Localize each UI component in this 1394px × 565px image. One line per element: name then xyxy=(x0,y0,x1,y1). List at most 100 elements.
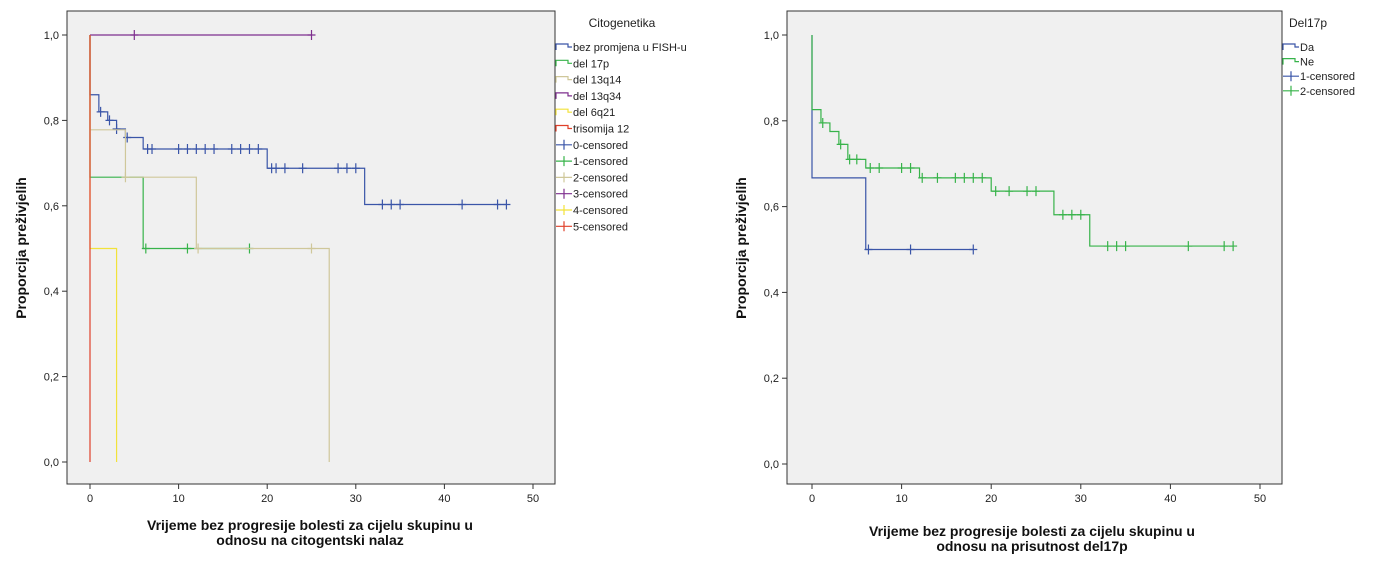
legend-label: del 13q34 xyxy=(573,91,621,103)
legend-label: del 6q21 xyxy=(573,107,615,119)
censor-mark xyxy=(458,199,467,210)
y-axis-title: Proporcija preživjelih xyxy=(13,177,29,319)
legend-swatch xyxy=(555,92,572,99)
chart-panel-2: 0 10 20 30 40 50 0,0 0,2 0,4 0,6 0,8 1,0 Proporcija … xyxy=(733,10,1355,554)
legend: Del17p Da Ne 1-censored 2-censored xyxy=(1282,16,1355,98)
censor-mark xyxy=(933,172,942,183)
y-tick-label: 0,2 xyxy=(764,373,779,385)
x-tick-label: 0 xyxy=(809,493,815,505)
legend-label: 5-censored xyxy=(573,221,628,233)
y-tick-label: 0,0 xyxy=(764,459,779,471)
censor-mark xyxy=(991,186,1000,197)
censor-mark xyxy=(493,199,502,210)
legend-label: bez promjena u FISH-u xyxy=(573,42,687,54)
censor-mark xyxy=(1023,186,1032,197)
censor-mark xyxy=(1058,209,1067,220)
censor-mark xyxy=(112,123,121,134)
censor-mark xyxy=(1220,241,1229,252)
censor-mark xyxy=(334,163,343,174)
censor-mark xyxy=(141,243,150,254)
censor-mark xyxy=(978,172,987,183)
legend-title: Del17p xyxy=(1289,16,1327,30)
plot-area xyxy=(786,10,1283,485)
censor-mark xyxy=(852,154,861,165)
legend-label: 0-censored xyxy=(573,140,628,152)
censor-mark xyxy=(875,162,884,173)
censor-mark xyxy=(918,172,927,183)
censor-mark xyxy=(845,154,854,165)
censor-mark xyxy=(280,163,289,174)
censor-mark xyxy=(960,172,969,183)
censor-mark xyxy=(227,144,236,155)
censor-mark xyxy=(1076,209,1085,220)
censor-mark xyxy=(148,144,157,155)
legend-swatch xyxy=(555,43,572,50)
censor-mark xyxy=(351,163,360,174)
censor-mark xyxy=(866,162,875,173)
censor-mark xyxy=(387,199,396,210)
y-tick-label: 0,2 xyxy=(44,372,59,384)
x-tick-label: 40 xyxy=(438,493,450,505)
y-tick-label: 1,0 xyxy=(44,30,59,42)
censor-mark xyxy=(906,244,915,255)
legend-label: del 17p xyxy=(573,58,609,70)
censor-mark xyxy=(1005,186,1014,197)
censor-mark xyxy=(254,144,263,155)
legend-label: Ne xyxy=(1300,57,1314,69)
legend-label: 1-censored xyxy=(573,156,628,168)
y-tick-label: 0,8 xyxy=(764,116,779,128)
censor-mark xyxy=(210,144,219,155)
y-tick-label: 0,0 xyxy=(44,457,59,469)
legend-title: Citogenetika xyxy=(589,16,656,30)
censor-mark xyxy=(236,144,245,155)
censor-mark xyxy=(105,115,114,126)
censor-mark xyxy=(864,244,873,255)
censor-mark xyxy=(1067,209,1076,220)
x-tick-label: 30 xyxy=(350,493,362,505)
censor-mark xyxy=(1032,186,1040,197)
censor-mark xyxy=(818,117,827,128)
censor-mark xyxy=(183,243,192,254)
censor-mark xyxy=(194,243,203,254)
censor-mark xyxy=(1229,241,1238,252)
x-tick-label: 20 xyxy=(261,493,273,505)
legend-swatch xyxy=(555,124,572,132)
legend-label: 2-censored xyxy=(1300,86,1355,98)
censor-mark xyxy=(1103,241,1112,252)
legend-swatch xyxy=(1282,58,1299,65)
y-tick-label: 0,8 xyxy=(44,115,59,127)
x-axis-title-line-2: odnosu na citogentski nalaz xyxy=(216,532,403,548)
censor-mark xyxy=(378,199,387,210)
legend-swatch xyxy=(555,59,572,67)
censor-mark xyxy=(1121,241,1130,252)
legend: Citogenetika bez promjena u FISH-u del 17p… xyxy=(555,16,687,233)
series-line-1 xyxy=(811,35,974,251)
chart-panel-1: 0 10 20 30 40 50 0,0 0,2 0,4 0,6 0,8 1,0 Proporcija … xyxy=(13,10,687,548)
legend-swatch xyxy=(556,188,572,199)
y-axis-title: Proporcija preživjelih xyxy=(733,177,749,319)
legend-swatch xyxy=(556,221,572,232)
censor-mark xyxy=(951,172,960,183)
legend-swatch xyxy=(1283,71,1299,82)
censor-mark xyxy=(272,163,281,174)
censor-mark xyxy=(969,244,978,255)
y-tick-label: 0,6 xyxy=(44,201,59,213)
y-tick-label: 0,4 xyxy=(764,287,779,299)
legend-label: trisomija 12 xyxy=(573,124,629,136)
x-tick-label: 10 xyxy=(895,493,907,505)
censor-mark xyxy=(1112,241,1121,252)
legend-label: 4-censored xyxy=(573,205,628,217)
legend-swatch xyxy=(556,205,572,215)
censor-mark xyxy=(130,30,139,40)
y-tick-label: 1,0 xyxy=(764,30,779,42)
legend-label: 1-censored xyxy=(1300,71,1355,83)
censor-mark xyxy=(96,106,105,117)
x-tick-label: 40 xyxy=(1164,493,1176,505)
censor-mark xyxy=(502,199,511,210)
censor-mark xyxy=(121,172,130,183)
censor-mark xyxy=(396,199,405,210)
censor-mark xyxy=(836,139,845,150)
legend-swatch xyxy=(556,172,572,183)
x-tick-label: 10 xyxy=(172,493,184,505)
